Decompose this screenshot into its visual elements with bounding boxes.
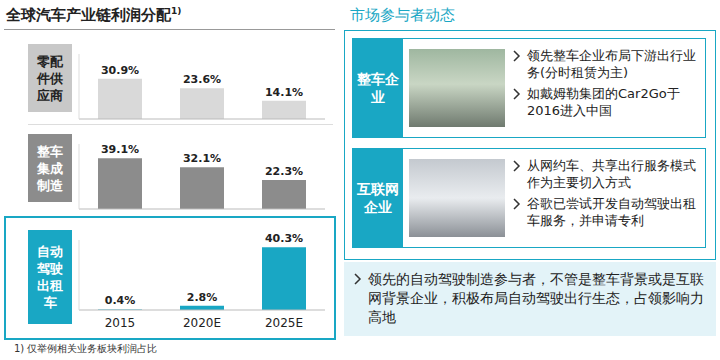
svg-text:14.1%: 14.1%	[265, 86, 303, 99]
svg-text:2015: 2015	[105, 316, 136, 330]
svg-text:22.3%: 22.3%	[265, 165, 303, 178]
svg-text:2025E: 2025E	[265, 316, 303, 330]
html-text:从网约车、共享出行服务模式作为主要切入方式: 从网约车、共享出行服务模式作为主要切入方式	[527, 158, 696, 190]
html-text:互联网企业: 互联网企业	[357, 181, 399, 215]
svg-text:0.4%: 0.4%	[105, 294, 136, 307]
svg-text:2020E: 2020E	[183, 316, 221, 330]
svg-text:39.1%: 39.1%	[101, 143, 139, 156]
html-text:1) 仅举例相关业务板块利润占比: 1) 仅举例相关业务板块利润占比	[14, 343, 158, 354]
html-text:如戴姆勒集团的Car2Go于2016进入中国: 如戴姆勒集团的Car2Go于2016进入中国	[527, 86, 680, 118]
html-text:自动驾驶出租车: 自动驾驶出租车	[37, 244, 63, 310]
svg-text:23.6%: 23.6%	[183, 73, 221, 86]
html-text:市场参与者动态: 市场参与者动态	[350, 6, 455, 24]
html-text:领先的自动驾驶制造参与者，不管是整车背景或是互联网背景企业，: 领先的自动驾驶制造参与者，不管是整车背景或是互联网背景企业，积极布局自动驾驶出行…	[368, 271, 704, 325]
html-text:整车集成制造: 整车集成制造	[37, 143, 63, 193]
svg-text:30.9%: 30.9%	[101, 64, 139, 77]
svg-text:2.8%: 2.8%	[187, 291, 218, 304]
html-text:领先整车企业布局下游出行业务(分时租赁为主): 领先整车企业布局下游出行业务(分时租赁为主)	[527, 48, 696, 80]
svg-text:32.1%: 32.1%	[183, 152, 221, 165]
html-text:全球汽车产业链利润分配1): 全球汽车产业链利润分配1)	[6, 6, 182, 24]
html-text:零配件供应商: 零配件供应商	[37, 53, 63, 103]
svg-text:40.3%: 40.3%	[265, 232, 303, 245]
html-text:整车企业: 整车企业	[357, 71, 399, 105]
html-text:谷歌已尝试开发自动驾驶出租车服务，并申请专利: 谷歌已尝试开发自动驾驶出租车服务，并申请专利	[527, 196, 696, 228]
